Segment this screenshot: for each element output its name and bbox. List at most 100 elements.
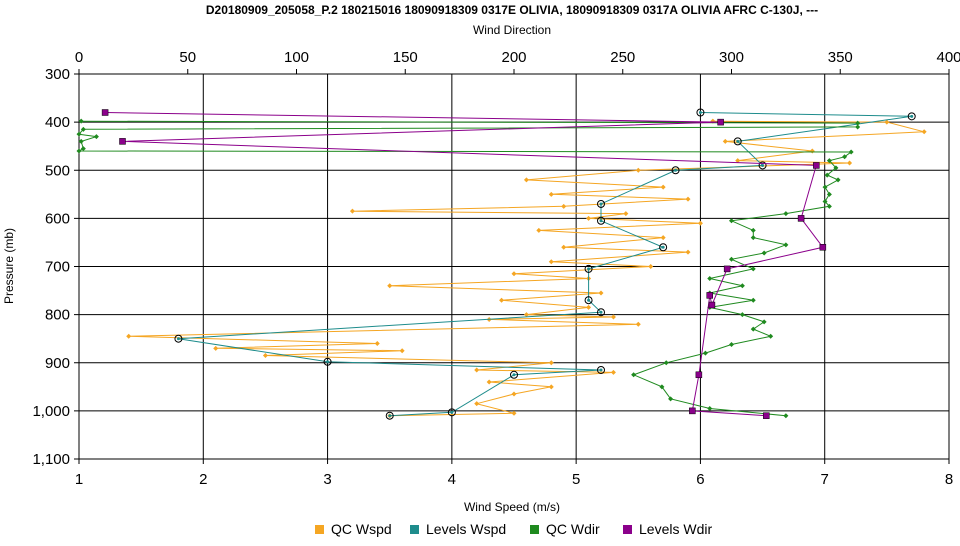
data-point bbox=[685, 249, 691, 255]
data-point bbox=[739, 283, 745, 289]
x2-tick-label: 350 bbox=[828, 49, 853, 66]
y-tick-label: 700 bbox=[45, 259, 70, 276]
data-point bbox=[323, 357, 332, 366]
data-point bbox=[523, 312, 529, 318]
data-point bbox=[729, 256, 734, 262]
data-point bbox=[833, 165, 839, 171]
data-point bbox=[689, 407, 696, 415]
data-point bbox=[729, 218, 734, 224]
data-point bbox=[610, 369, 616, 375]
data-point bbox=[847, 160, 853, 166]
data-point bbox=[921, 129, 927, 135]
data-point bbox=[385, 411, 394, 420]
data-point bbox=[685, 196, 691, 202]
data-point bbox=[101, 109, 109, 116]
data-point bbox=[822, 184, 828, 190]
data-point bbox=[76, 131, 82, 137]
data-point bbox=[907, 112, 916, 121]
series-qc-wspd bbox=[126, 118, 927, 419]
legend-swatch bbox=[530, 525, 539, 534]
data-point bbox=[660, 235, 666, 241]
data-point bbox=[733, 137, 742, 146]
data-point-core bbox=[736, 139, 740, 143]
data-point bbox=[761, 319, 767, 325]
data-point bbox=[783, 242, 789, 248]
y-tick-label: 400 bbox=[45, 114, 70, 131]
x2-tick-label: 150 bbox=[393, 49, 418, 66]
x-tick-label: 8 bbox=[945, 471, 953, 488]
y-axis-title: Pressure (mb) bbox=[2, 228, 16, 304]
data-point bbox=[262, 353, 268, 359]
data-point bbox=[855, 120, 861, 126]
data-point-core bbox=[599, 310, 603, 314]
data-point bbox=[750, 235, 756, 241]
data-point bbox=[842, 154, 848, 160]
data-point bbox=[548, 384, 554, 390]
data-point bbox=[648, 264, 654, 269]
data-point bbox=[813, 162, 820, 169]
data-point bbox=[826, 158, 832, 164]
data-point bbox=[848, 149, 854, 155]
series-layer bbox=[76, 108, 927, 420]
data-point bbox=[702, 350, 708, 356]
data-point bbox=[78, 138, 84, 144]
data-point-core bbox=[450, 410, 454, 414]
data-point bbox=[387, 283, 393, 289]
data-point bbox=[695, 371, 703, 379]
data-point bbox=[597, 308, 605, 317]
data-point bbox=[826, 203, 832, 209]
data-point-core bbox=[326, 360, 330, 364]
x-tick-label: 7 bbox=[821, 471, 829, 488]
data-point bbox=[750, 326, 756, 332]
data-point bbox=[739, 312, 745, 318]
data-point bbox=[735, 158, 741, 164]
y-tick-label: 1,000 bbox=[32, 403, 70, 420]
data-point bbox=[548, 360, 554, 366]
data-point bbox=[884, 119, 890, 125]
chart-title: D20180909_205058_P.2 180215016 180909183… bbox=[206, 3, 818, 17]
data-point bbox=[660, 184, 666, 190]
x2-tick-label: 250 bbox=[610, 49, 635, 66]
data-point bbox=[631, 372, 637, 378]
data-point bbox=[729, 341, 734, 347]
x-tick-label: 3 bbox=[323, 471, 331, 488]
x-tick-label: 6 bbox=[696, 471, 704, 488]
y-tick-label: 800 bbox=[45, 307, 70, 324]
data-point bbox=[486, 379, 492, 385]
data-point bbox=[783, 413, 789, 419]
data-point bbox=[213, 345, 219, 351]
data-point bbox=[511, 391, 517, 397]
data-point bbox=[561, 203, 567, 209]
data-point bbox=[696, 108, 705, 117]
x2-tick-label: 300 bbox=[719, 49, 744, 66]
legend-swatch bbox=[623, 525, 632, 534]
data-point bbox=[819, 244, 827, 251]
y-tick-label: 300 bbox=[45, 66, 70, 83]
data-point bbox=[610, 314, 616, 320]
data-point-core bbox=[512, 373, 516, 377]
data-point bbox=[750, 297, 756, 303]
data-point bbox=[750, 227, 756, 233]
data-point bbox=[561, 244, 567, 250]
data-point bbox=[659, 384, 665, 390]
data-point bbox=[722, 138, 728, 144]
data-point-core bbox=[599, 202, 603, 206]
data-point bbox=[659, 243, 668, 252]
data-point bbox=[855, 124, 861, 130]
legend-label: QC Wdir bbox=[546, 521, 600, 537]
data-point bbox=[763, 412, 770, 419]
data-point-core bbox=[599, 368, 603, 372]
legend-swatch bbox=[315, 525, 324, 534]
data-point bbox=[499, 297, 505, 303]
data-point bbox=[697, 220, 703, 226]
data-point bbox=[349, 208, 355, 214]
data-point bbox=[707, 276, 713, 282]
data-point bbox=[76, 148, 82, 154]
data-point bbox=[706, 292, 713, 299]
data-point bbox=[623, 211, 629, 217]
data-point bbox=[761, 250, 767, 256]
data-point bbox=[474, 401, 480, 407]
x2-axis-title: Wind Direction bbox=[473, 23, 551, 37]
data-point bbox=[510, 370, 518, 379]
